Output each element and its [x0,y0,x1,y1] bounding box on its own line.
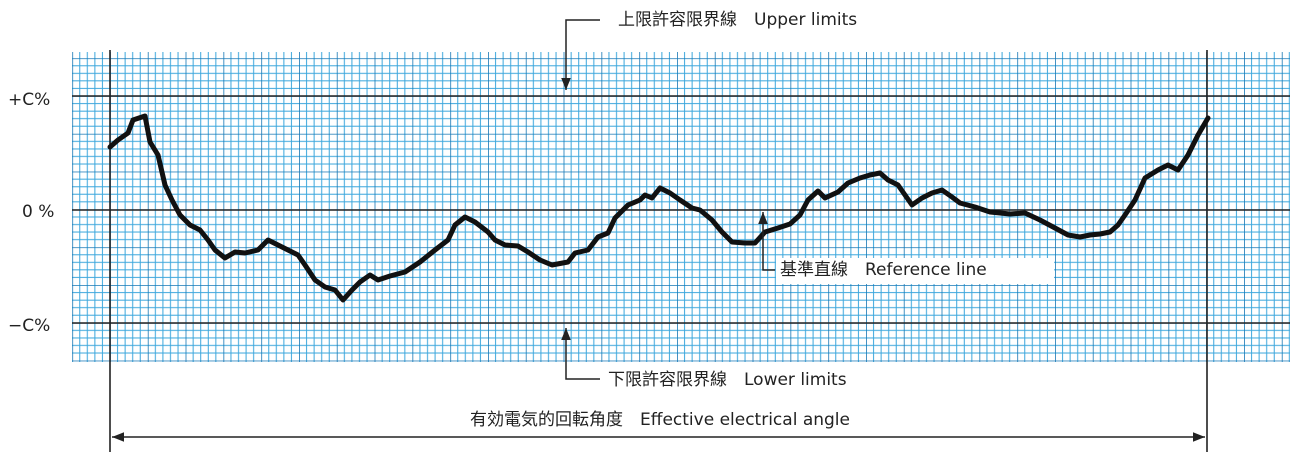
upper-limits-label: 上限許容限界線 Upper limits [618,10,857,30]
y-label-upper: +C% [8,90,50,110]
lower-limits-label: 下限許容限界線 Lower limits [608,370,847,390]
y-label-zero: 0 % [22,202,54,222]
limit-lines [72,50,1290,452]
graph-paper [72,52,1290,362]
upper-callout [561,19,600,90]
reference-line-label: 基準直線 Reference line [780,260,987,280]
output-curve [107,113,1211,303]
lower-callout [561,328,600,380]
effective-angle-label: 有効電気的回転角度 Effective electrical angle [470,410,850,430]
reference-callout [758,212,775,271]
y-label-lower: −C% [8,316,50,336]
reference-label-bg [776,258,1054,284]
